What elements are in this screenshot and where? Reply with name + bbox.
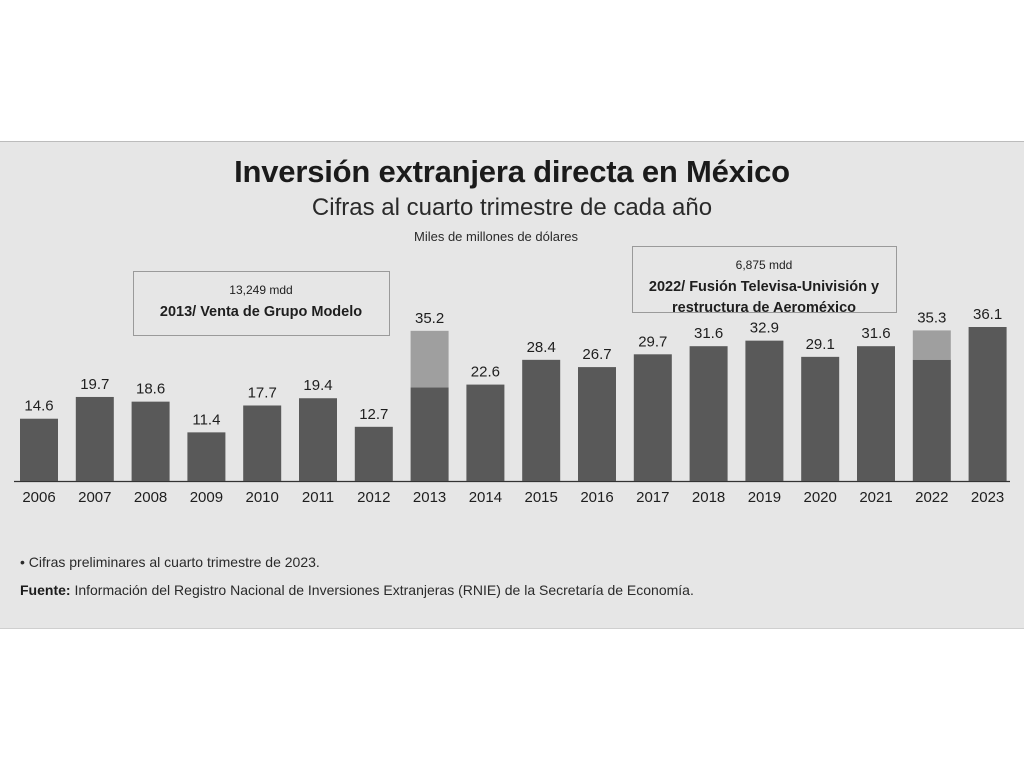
x-tick-2023: 2023: [971, 489, 1004, 506]
footnote: • Cifras preliminares al cuarto trimestr…: [20, 554, 320, 570]
bar-2017: [633, 354, 672, 481]
bar-2009: [187, 432, 226, 481]
bar-2020: [801, 356, 840, 481]
value-label-2017: 29.7: [638, 333, 667, 350]
annotation-2022-line-1: 2022/ Fusión Televisa-Univisión y: [649, 279, 879, 295]
annotation-2013-amount: 13,249 mdd: [229, 283, 292, 297]
bar-2014: [466, 384, 505, 481]
x-tick-2009: 2009: [190, 489, 223, 506]
value-label-2010: 17.7: [248, 384, 277, 401]
value-label-2021: 31.6: [861, 325, 890, 342]
x-tick-2015: 2015: [525, 489, 558, 506]
bar-2008: [131, 401, 170, 481]
annotation-2013-line-1: 2013/ Venta de Grupo Modelo: [160, 304, 362, 320]
bar-2019: [745, 340, 784, 481]
value-label-2012: 12.7: [359, 406, 388, 423]
value-label-2007: 19.7: [80, 376, 109, 393]
annotation-2013-box: [133, 271, 390, 336]
value-label-2018: 31.6: [694, 325, 723, 342]
value-label-2006: 14.6: [24, 398, 53, 415]
bar-2012: [354, 426, 393, 481]
bar-highlight-2022: [912, 330, 951, 360]
value-label-2011: 19.4: [303, 377, 332, 394]
source-note: Fuente: Información del Registro Naciona…: [20, 582, 694, 598]
annotation-2022-line-2: restructura de Aeroméxico: [672, 300, 856, 316]
chart-title: Inversión extranjera directa en México: [234, 154, 790, 189]
x-tick-2020: 2020: [804, 489, 837, 506]
value-label-2015: 28.4: [527, 339, 556, 356]
x-tick-2021: 2021: [859, 489, 892, 506]
x-tick-2022: 2022: [915, 489, 948, 506]
x-tick-2006: 2006: [22, 489, 55, 506]
x-tick-2008: 2008: [134, 489, 167, 506]
x-tick-2011: 2011: [302, 489, 334, 506]
value-label-2008: 18.6: [136, 381, 165, 398]
bar-2011: [299, 398, 337, 481]
x-tick-2014: 2014: [469, 489, 502, 506]
value-label-2023: 36.1: [973, 306, 1002, 323]
chart-subtitle: Cifras al cuarto trimestre de cada año: [311, 194, 713, 221]
value-label-2009: 11.4: [192, 411, 220, 428]
x-tick-2019: 2019: [748, 489, 781, 506]
bar-2016: [578, 367, 616, 481]
units-label: Miles de millones de dólares: [414, 229, 579, 244]
bar-2013: [410, 387, 449, 481]
value-label-2019: 32.9: [750, 320, 779, 337]
x-tick-2013: 2013: [413, 489, 446, 506]
x-tick-2012: 2012: [357, 489, 390, 506]
x-tick-2016: 2016: [580, 489, 613, 506]
value-label-2022: 35.3: [917, 309, 946, 326]
x-tick-2017: 2017: [636, 489, 669, 506]
x-tick-2007: 2007: [78, 489, 111, 506]
bar-highlight-2013: [410, 330, 449, 388]
bar-2023: [968, 327, 1007, 481]
bar-2010: [243, 405, 282, 481]
bar-2018: [689, 346, 728, 481]
value-label-2020: 29.1: [806, 336, 835, 353]
bar-2021: [857, 346, 895, 481]
bar-2015: [522, 359, 561, 481]
source-text: Información del Registro Nacional de Inv…: [74, 582, 694, 598]
x-tick-2010: 2010: [246, 489, 279, 506]
value-label-2014: 22.6: [471, 364, 500, 381]
annotation-2022-amount: 6,875 mdd: [736, 258, 793, 272]
value-label-2013: 35.2: [415, 310, 444, 327]
bar-2006: [20, 418, 58, 481]
value-label-2016: 26.7: [582, 346, 611, 363]
chart-panel: [0, 141, 1024, 629]
bar-2022: [912, 359, 951, 481]
annotation-2022-box: [632, 246, 897, 313]
x-tick-2018: 2018: [692, 489, 725, 506]
source-label: Fuente:: [20, 582, 71, 598]
bar-2007: [75, 396, 114, 481]
